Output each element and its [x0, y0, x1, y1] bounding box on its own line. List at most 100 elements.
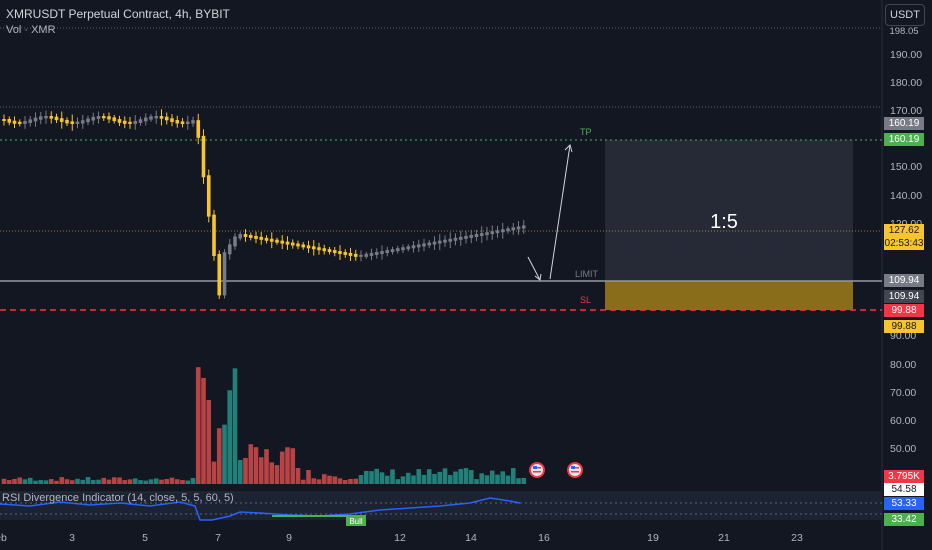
- time-axis-label: 23: [791, 532, 803, 544]
- volume-bar: [500, 471, 506, 484]
- volume-bar: [489, 470, 495, 484]
- currency-button[interactable]: USDT: [885, 4, 925, 26]
- candle: [380, 251, 384, 254]
- candle: [38, 116, 43, 120]
- volume-bar: [195, 367, 201, 484]
- bar-countdown: 02:53:43: [884, 237, 924, 250]
- volume-bar: [442, 468, 448, 484]
- volume-bar: [232, 368, 238, 484]
- volume-bar: [48, 479, 54, 484]
- candle: [474, 234, 479, 237]
- volume-bar: [337, 478, 343, 484]
- volume-bar: [206, 399, 212, 484]
- volume-bar: [59, 477, 65, 484]
- volume-bar: [216, 428, 222, 484]
- candle: [65, 119, 69, 124]
- volume-bar: [174, 479, 180, 484]
- arrow-up: [549, 144, 571, 280]
- symbol-title[interactable]: XMRUSDT Perpetual Contract, 4h, BYBIT: [6, 7, 230, 21]
- candle: [196, 120, 201, 138]
- volume-bar: [117, 477, 122, 484]
- volume-bar: [269, 462, 275, 484]
- price-axis-label: 140.00: [890, 190, 923, 202]
- candle: [458, 236, 463, 240]
- candle: [385, 250, 390, 254]
- volume-bar: [190, 477, 196, 484]
- volume-bar: [80, 479, 86, 484]
- volume-bar: [379, 472, 385, 484]
- volume-bar: [458, 469, 464, 484]
- volume-bar: [447, 475, 453, 484]
- volume-bar: [169, 477, 175, 484]
- candle: [290, 242, 295, 246]
- volume-bar: [248, 444, 254, 484]
- volume-bar: [143, 480, 149, 484]
- volume-bar: [332, 476, 338, 484]
- volume-bar: [432, 474, 437, 484]
- rsi-line: [0, 497, 521, 521]
- price-axis-label: 80.00: [890, 359, 917, 371]
- candles: [2, 109, 526, 299]
- volume-legend[interactable]: Vol · XMR: [6, 24, 56, 36]
- volume-bar: [468, 470, 474, 484]
- candle: [401, 247, 405, 251]
- rsi-indicator-title[interactable]: RSI Divergence Indicator (14, close, 5, …: [2, 492, 234, 504]
- volume-bar: [290, 448, 296, 484]
- limit-price-tag: 109.94: [884, 274, 924, 287]
- volume-bar: [85, 477, 91, 484]
- volume-bar: [148, 479, 154, 484]
- volume-bar: [274, 465, 280, 484]
- sl-label: SL: [580, 295, 591, 305]
- candle: [86, 118, 90, 123]
- volume-bar: [201, 377, 206, 484]
- time-axis-label: 19: [647, 532, 659, 544]
- volume-bar: [1, 478, 7, 484]
- rsi-tag: 53.33: [884, 497, 924, 510]
- volume-bar: [138, 480, 143, 484]
- candle: [217, 254, 222, 296]
- candle: [112, 117, 117, 122]
- volume-bar: [363, 470, 369, 484]
- volume-bar: [69, 480, 75, 484]
- candle: [500, 229, 505, 233]
- volume-bar: [505, 475, 511, 484]
- candle: [432, 241, 437, 245]
- candle: [369, 252, 374, 256]
- candle: [23, 121, 27, 124]
- candle: [159, 116, 164, 119]
- candle: [248, 234, 253, 238]
- us-flag-event-icon[interactable]: [567, 462, 583, 478]
- bull-label-box: [346, 515, 366, 526]
- bull-label: Bull: [349, 517, 363, 526]
- volume-bar: [495, 474, 500, 484]
- time-axis-label: 12: [394, 532, 406, 544]
- candle: [254, 235, 258, 239]
- candle: [54, 116, 59, 121]
- volume-bar: [75, 478, 80, 484]
- candle: [448, 238, 453, 242]
- candle: [416, 244, 421, 248]
- volume-bar: [510, 468, 516, 484]
- volume-bar: [321, 474, 327, 484]
- candle: [259, 236, 264, 240]
- sl-price-tag: 99.88: [884, 304, 924, 317]
- volume-bar: [180, 480, 185, 484]
- volume-bar: [426, 469, 432, 484]
- volume-bar: [285, 447, 290, 484]
- us-flag-event-icon[interactable]: [529, 462, 545, 478]
- volume-bar: [342, 479, 348, 484]
- candle: [101, 116, 106, 119]
- candle: [359, 254, 363, 257]
- candle: [138, 119, 143, 123]
- candle: [133, 120, 138, 124]
- volume-bar: [96, 479, 101, 484]
- candle: [12, 120, 17, 124]
- candle: [406, 246, 411, 250]
- volume-bar: [33, 480, 38, 484]
- candle: [122, 120, 127, 124]
- candle: [233, 236, 237, 247]
- price-axis-label: 90.00: [890, 330, 917, 342]
- time-axis-label: 21: [718, 532, 730, 544]
- candle: [511, 227, 516, 231]
